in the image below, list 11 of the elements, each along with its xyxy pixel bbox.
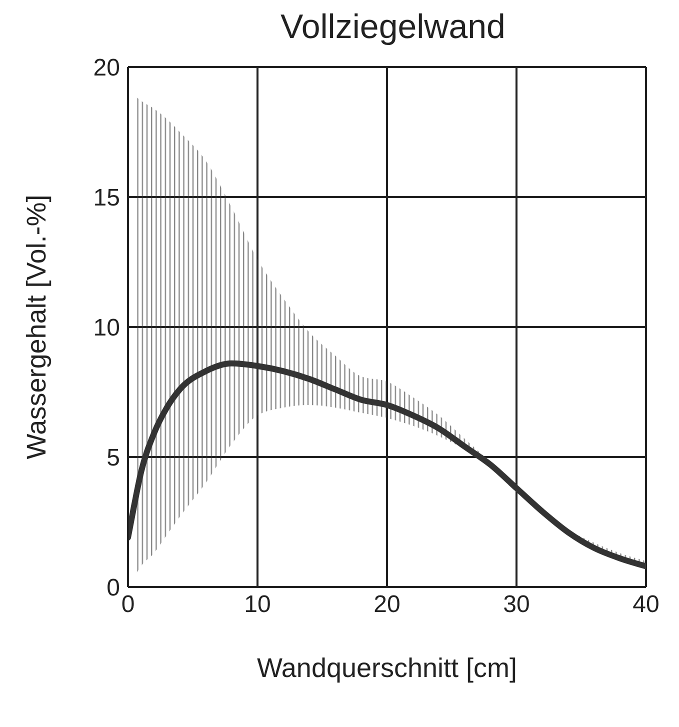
x-axis-title: Wandquerschnitt [cm] bbox=[256, 653, 518, 683]
x-tick-label: 40 bbox=[632, 591, 660, 618]
chart-title: Vollziegelwand bbox=[280, 8, 506, 47]
y-tick-label: 15 bbox=[93, 184, 120, 212]
x-tick-label: 20 bbox=[374, 591, 400, 618]
y-tick-label: 20 bbox=[93, 54, 120, 82]
x-tick-label: 30 bbox=[503, 591, 530, 618]
x-tick-label: 10 bbox=[244, 591, 271, 618]
y-axis-title: Wassergehalt [Vol.-%] bbox=[22, 194, 52, 460]
y-tick-label: 10 bbox=[93, 314, 120, 342]
y-tick-label: 5 bbox=[106, 444, 120, 472]
